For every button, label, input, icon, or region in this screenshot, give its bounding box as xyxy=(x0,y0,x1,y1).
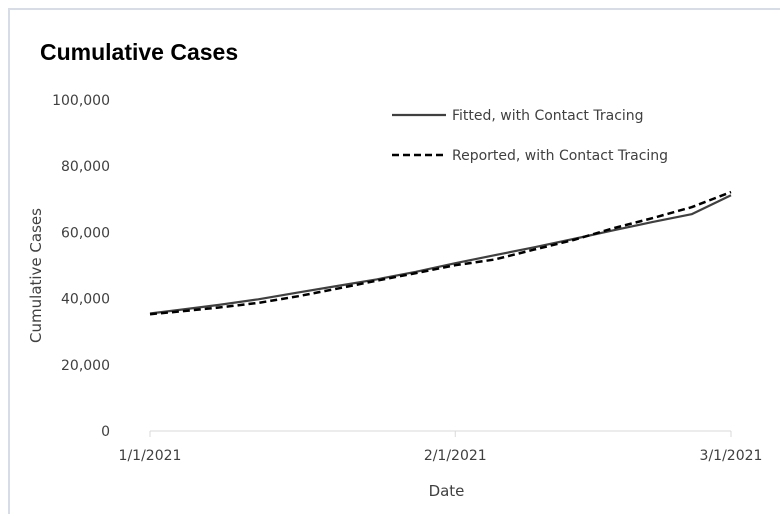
legend: Fitted, with Contact Tracing Reported, wi… xyxy=(392,108,668,164)
legend-label: Fitted, with Contact Tracing xyxy=(452,108,644,124)
y-tick-label: 60,000 xyxy=(61,225,110,241)
series-layer xyxy=(149,190,732,316)
y-tick-label: 40,000 xyxy=(61,292,110,308)
y-tick-label: 20,000 xyxy=(61,358,110,374)
legend-label: Reported, with Contact Tracing xyxy=(452,148,668,164)
y-tick-label: 0 xyxy=(101,424,110,440)
y-axis-ticks: 0 20,000 40,000 60,000 80,000 100,000 xyxy=(52,93,110,440)
x-axis-ticks: 1/1/2021 2/1/2021 3/1/2021 xyxy=(119,431,763,464)
chart-frame: Cumulative Cases 0 20,000 40,000 60,000 80,0… xyxy=(8,8,780,514)
x-tick-label: 3/1/2021 xyxy=(700,448,763,464)
y-axis-title: Cumulative Cases xyxy=(27,208,45,343)
y-tick-label: 100,000 xyxy=(52,93,110,109)
x-tick-label: 2/1/2021 xyxy=(424,448,487,464)
x-axis-title: Date xyxy=(429,482,465,500)
chart-canvas: Cumulative Cases 0 20,000 40,000 60,000 80,0… xyxy=(27,39,763,500)
y-tick-label: 80,000 xyxy=(61,159,110,175)
chart-title: Cumulative Cases xyxy=(40,39,238,65)
series-line-reported xyxy=(149,190,732,316)
series-line-fitted xyxy=(149,194,732,315)
x-tick-label: 1/1/2021 xyxy=(119,448,182,464)
